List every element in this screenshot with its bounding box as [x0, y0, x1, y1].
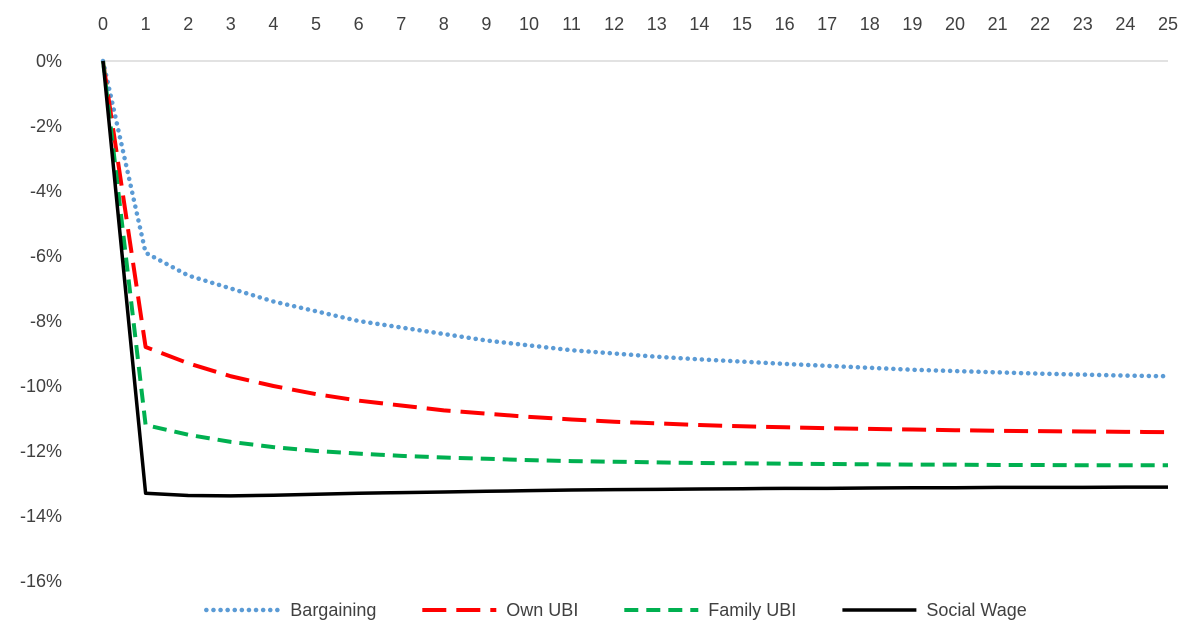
series-line-bargaining	[100, 58, 1171, 379]
x-tick-label: 25	[1158, 14, 1178, 34]
legend: Bargaining Own UBI Family UBI Social Wage	[204, 600, 1027, 620]
x-tick-label: 5	[311, 14, 321, 34]
legend-item-social-wage: Social Wage	[842, 600, 1027, 620]
x-tick-label: 9	[481, 14, 491, 34]
x-tick-label: 7	[396, 14, 406, 34]
legend-label: Social Wage	[926, 600, 1026, 620]
x-tick-label: 16	[775, 14, 795, 34]
x-tick-label: 21	[988, 14, 1008, 34]
legend-label: Bargaining	[290, 600, 376, 620]
x-tick-label: 13	[647, 14, 667, 34]
y-tick-label: 0%	[36, 51, 62, 71]
y-tick-label: -12%	[20, 441, 62, 461]
y-tick-label: -2%	[30, 116, 62, 136]
legend-label: Own UBI	[506, 600, 578, 620]
x-tick-label: 15	[732, 14, 752, 34]
y-tick-label: -6%	[30, 246, 62, 266]
x-tick-label: 1	[141, 14, 151, 34]
y-tick-label: -10%	[20, 376, 62, 396]
x-tick-label: 11	[562, 14, 581, 34]
x-tick-label: 4	[268, 14, 278, 34]
x-tick-label: 10	[519, 14, 539, 34]
y-tick-label: -16%	[20, 571, 62, 591]
y-tick-label: -4%	[30, 181, 62, 201]
y-tick-label: -8%	[30, 311, 62, 331]
series-lines	[100, 58, 1171, 498]
x-tick-label: 19	[902, 14, 922, 34]
y-tick-label: -14%	[20, 506, 62, 526]
x-tick-label: 6	[354, 14, 364, 34]
legend-item-own-ubi: Own UBI	[422, 600, 578, 620]
x-tick-label: 8	[439, 14, 449, 34]
x-tick-label: 24	[1115, 14, 1135, 34]
y-axis-tick-labels: 0% -2% -4% -6% -8% -10% -12% -14% -16%	[20, 51, 62, 591]
x-tick-label: 22	[1030, 14, 1050, 34]
x-tick-label: 23	[1073, 14, 1093, 34]
x-axis-tick-labels: 0 1 2 3 4 5 6 7 8 9 10 11 12 13 14 15 16 17 18 19 20 21 22 23 24…	[98, 14, 1178, 34]
legend-item-bargaining: Bargaining	[204, 600, 376, 620]
x-tick-label: 20	[945, 14, 965, 34]
x-tick-label: 18	[860, 14, 880, 34]
x-tick-label: 0	[98, 14, 108, 34]
series-line-social-wage	[101, 60, 1168, 498]
x-tick-label: 2	[183, 14, 193, 34]
series-line-own-ubi	[101, 60, 1169, 435]
x-tick-label: 17	[817, 14, 837, 34]
legend-label: Family UBI	[708, 600, 796, 620]
series-line-family-ubi	[101, 60, 1168, 468]
x-tick-label: 3	[226, 14, 236, 34]
legend-item-family-ubi: Family UBI	[624, 600, 796, 620]
x-tick-label: 12	[604, 14, 624, 34]
x-tick-label: 14	[689, 14, 709, 34]
